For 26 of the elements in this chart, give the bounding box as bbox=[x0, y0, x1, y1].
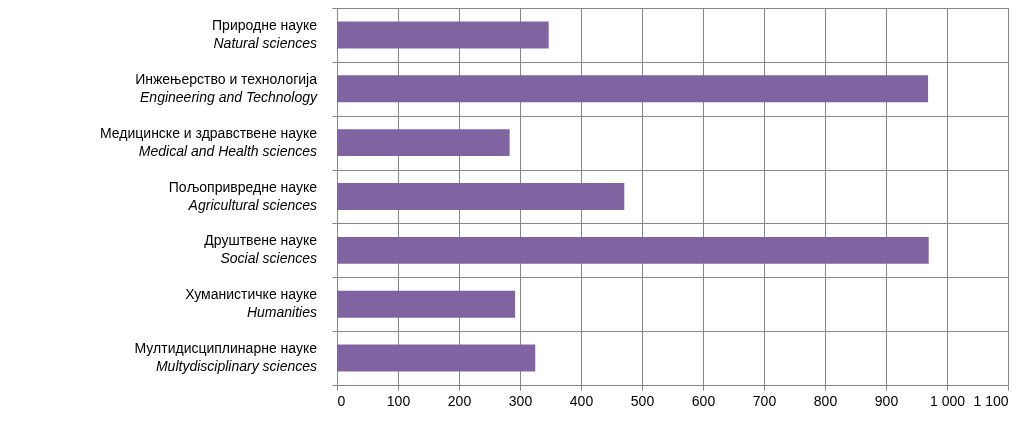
x-tick-label: 700 bbox=[752, 392, 777, 409]
bar bbox=[337, 75, 929, 103]
x-tick-label: 500 bbox=[630, 392, 655, 409]
x-tick-label: 1 100 bbox=[973, 392, 1009, 409]
category-label: Медицинске и здравствене науке Medical and Health sciences bbox=[100, 124, 317, 159]
bar bbox=[337, 290, 516, 318]
bar bbox=[337, 236, 929, 264]
x-tick-label: 0 bbox=[337, 392, 346, 409]
category-label: Пољопривредне науке Agricultural sciences bbox=[168, 178, 317, 213]
x-tick-label: 100 bbox=[386, 392, 411, 409]
x-tick-label: 200 bbox=[447, 392, 472, 409]
x-tick-label: 600 bbox=[691, 392, 716, 409]
category-label: Природне науке Natural sciences bbox=[212, 16, 317, 51]
x-tick-label: 800 bbox=[813, 392, 838, 409]
category-label: Инжењерство и технологија Engineering and Technology bbox=[135, 70, 317, 105]
x-tick-label: 300 bbox=[508, 392, 533, 409]
bar bbox=[337, 344, 536, 372]
x-tick-label: 400 bbox=[569, 392, 594, 409]
category-label: Мултидисциплинарне науке Multydisciplinary sciences bbox=[134, 340, 317, 375]
x-tick-label: 1 000 bbox=[929, 392, 966, 409]
x-tick-label: 900 bbox=[874, 392, 899, 409]
bar bbox=[337, 21, 549, 49]
category-label: Друштвене науке Social sciences bbox=[204, 232, 317, 267]
bar bbox=[337, 183, 625, 210]
category-label: Хуманистичке науке Humanities bbox=[185, 286, 317, 321]
bar bbox=[337, 129, 510, 157]
